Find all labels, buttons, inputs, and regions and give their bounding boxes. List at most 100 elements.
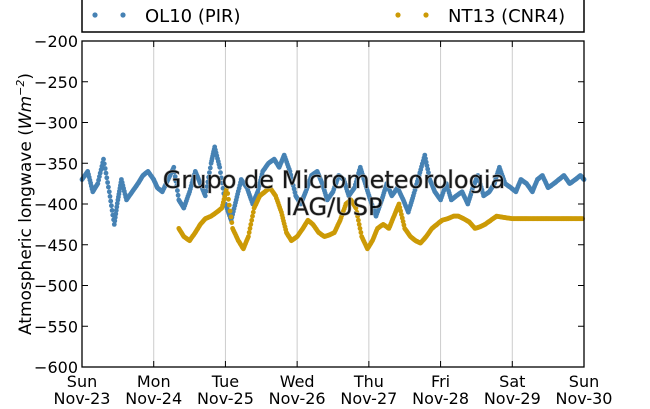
trace-dot bbox=[205, 179, 211, 185]
x-tick-label-day: Wed bbox=[280, 372, 315, 391]
y-tick-label: −350 bbox=[34, 154, 78, 173]
trace-dot bbox=[355, 213, 360, 219]
trace-dot bbox=[227, 208, 233, 214]
data-point bbox=[171, 164, 177, 170]
trace-dot bbox=[226, 202, 232, 208]
y-axis-label-close: ) bbox=[16, 73, 36, 80]
trace-dot bbox=[112, 215, 118, 220]
trace-dot bbox=[226, 196, 231, 202]
x-tick-label-day: Tue bbox=[211, 372, 239, 391]
series-2 bbox=[176, 185, 585, 252]
trace-dot bbox=[246, 230, 252, 235]
trace-dot bbox=[229, 220, 235, 226]
y-tick-label: −300 bbox=[34, 114, 78, 133]
trace-dot bbox=[172, 174, 178, 180]
trace-dot bbox=[175, 192, 181, 198]
y-tick-label: −550 bbox=[34, 317, 78, 336]
x-tick-label-day: Mon bbox=[137, 372, 171, 391]
x-tick-label-date: Nov-27 bbox=[340, 389, 397, 408]
trace-dot bbox=[174, 183, 180, 189]
legend-marker bbox=[120, 12, 126, 18]
trace-dot bbox=[109, 203, 114, 209]
trace-dot bbox=[354, 209, 360, 215]
y-tick-label: −400 bbox=[34, 195, 78, 214]
trace-dot bbox=[106, 184, 111, 190]
x-tick-label-date: Nov-24 bbox=[125, 389, 182, 408]
y-tick-label: −500 bbox=[34, 277, 78, 296]
trace-dot bbox=[248, 222, 254, 227]
y-axis-label: Atmospheric longwave (Wm−2) bbox=[14, 73, 36, 335]
trace-dot bbox=[357, 226, 363, 231]
data-point bbox=[217, 164, 223, 170]
trace-dot bbox=[105, 180, 110, 185]
x-tick-label-day: Sun bbox=[569, 372, 599, 391]
data-point bbox=[106, 189, 112, 195]
trace-dot bbox=[104, 175, 110, 181]
trace-dot bbox=[102, 166, 108, 171]
y-axis-label-unit: Wm bbox=[16, 96, 36, 129]
x-tick-label-date: Nov-28 bbox=[412, 389, 469, 408]
trace-dot bbox=[175, 188, 180, 194]
trace-dot bbox=[207, 165, 213, 171]
trace-dot bbox=[173, 178, 179, 184]
x-tick-label-day: Sun bbox=[67, 372, 97, 391]
x-tick-label-date: Nov-25 bbox=[197, 389, 254, 408]
x-tick-label-date: Nov-23 bbox=[54, 389, 111, 408]
y-tick-label: −450 bbox=[34, 236, 78, 255]
trace-dot bbox=[250, 213, 255, 219]
trace-dot bbox=[204, 184, 210, 189]
trace-dot bbox=[203, 188, 209, 194]
trace-dot bbox=[247, 226, 253, 231]
trace-dot bbox=[112, 218, 118, 224]
trace-dot bbox=[109, 208, 115, 213]
data-point bbox=[246, 234, 251, 240]
legend-marker bbox=[92, 12, 98, 18]
trace-dot bbox=[172, 169, 177, 175]
trace-dot bbox=[356, 222, 362, 227]
series-1 bbox=[79, 144, 587, 227]
trace-dot bbox=[358, 230, 364, 235]
trace-dot bbox=[218, 170, 223, 176]
x-tick-label-day: Sat bbox=[499, 372, 525, 391]
legend-marker bbox=[423, 12, 429, 18]
legend-label: OL10 (PIR) bbox=[145, 6, 241, 27]
y-tick-label: −250 bbox=[34, 73, 78, 92]
x-tick-label-date: Nov-29 bbox=[484, 389, 541, 408]
trace-dot bbox=[356, 217, 361, 223]
plot-area bbox=[82, 41, 584, 367]
trace-dot bbox=[249, 217, 255, 223]
trace-dot bbox=[103, 170, 109, 176]
trace-dot bbox=[206, 174, 212, 180]
trace-dot bbox=[113, 211, 119, 217]
x-tick-label-day: Thu bbox=[353, 372, 384, 391]
x-tick-label-day: Fri bbox=[431, 372, 450, 391]
data-point bbox=[353, 205, 359, 211]
data-point bbox=[202, 193, 208, 199]
trace-dot bbox=[101, 161, 107, 167]
trace-dot bbox=[228, 214, 234, 220]
x-tick-label-date: Nov-26 bbox=[269, 389, 326, 408]
legend-marker bbox=[395, 12, 401, 18]
trace-dot bbox=[219, 180, 225, 186]
legend-label: NT13 (CNR4) bbox=[448, 6, 565, 27]
legend: OL10 (PIR) NT13 (CNR4) bbox=[81, 0, 585, 33]
watermark-line-2: IAG/USP bbox=[285, 193, 382, 221]
data-point bbox=[101, 156, 106, 162]
y-axis-label-text: Atmospheric longwave ( bbox=[16, 129, 36, 335]
trace-dot bbox=[107, 194, 113, 199]
trace-dot bbox=[113, 208, 119, 213]
trace-dot bbox=[207, 170, 212, 176]
trace-dot bbox=[225, 191, 231, 196]
trace-dot bbox=[218, 175, 224, 181]
trace-dot bbox=[114, 204, 120, 210]
x-tick-label-date: Nov-30 bbox=[556, 389, 613, 408]
trace-dot bbox=[108, 198, 114, 204]
trace-dot bbox=[250, 209, 256, 215]
data-point bbox=[224, 185, 230, 191]
y-tick-label: −200 bbox=[34, 32, 78, 51]
watermark-line-1: Grupo de Micrometeorologia bbox=[163, 166, 505, 194]
data-point bbox=[111, 222, 117, 227]
y-axis-label-exponent: −2 bbox=[14, 80, 27, 96]
y-tick-label: −600 bbox=[34, 358, 78, 377]
